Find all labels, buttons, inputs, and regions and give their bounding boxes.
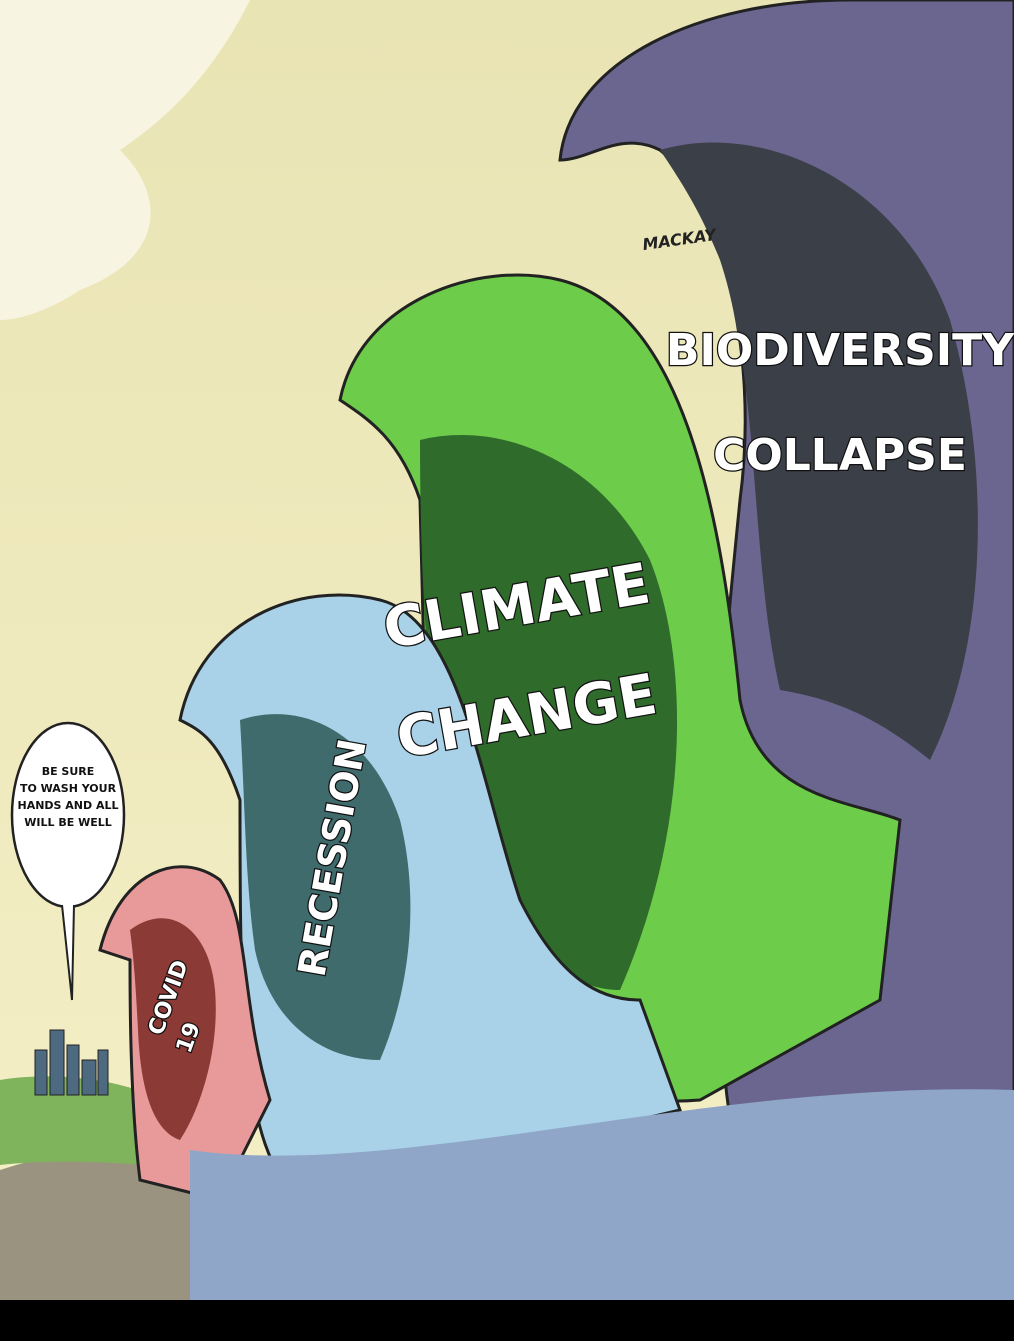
bubble-line: BE SURE bbox=[42, 765, 95, 778]
page: {"speech_bubble": {"lines": ["BE SURE", … bbox=[0, 0, 1014, 1341]
bubble-line: HANDS AND ALL bbox=[17, 799, 118, 812]
wave-label: COLLAPSE bbox=[713, 430, 967, 481]
speech-bubble bbox=[12, 723, 124, 907]
wave-label: BIODIVERSITY bbox=[666, 325, 1014, 376]
bottom-bar bbox=[0, 1300, 1014, 1341]
cartoon: BE SURE TO WASH YOUR HANDS AND ALL WILL … bbox=[0, 0, 1014, 1341]
bubble-line: TO WASH YOUR bbox=[20, 782, 117, 795]
bubble-line: WILL BE WELL bbox=[24, 816, 111, 829]
